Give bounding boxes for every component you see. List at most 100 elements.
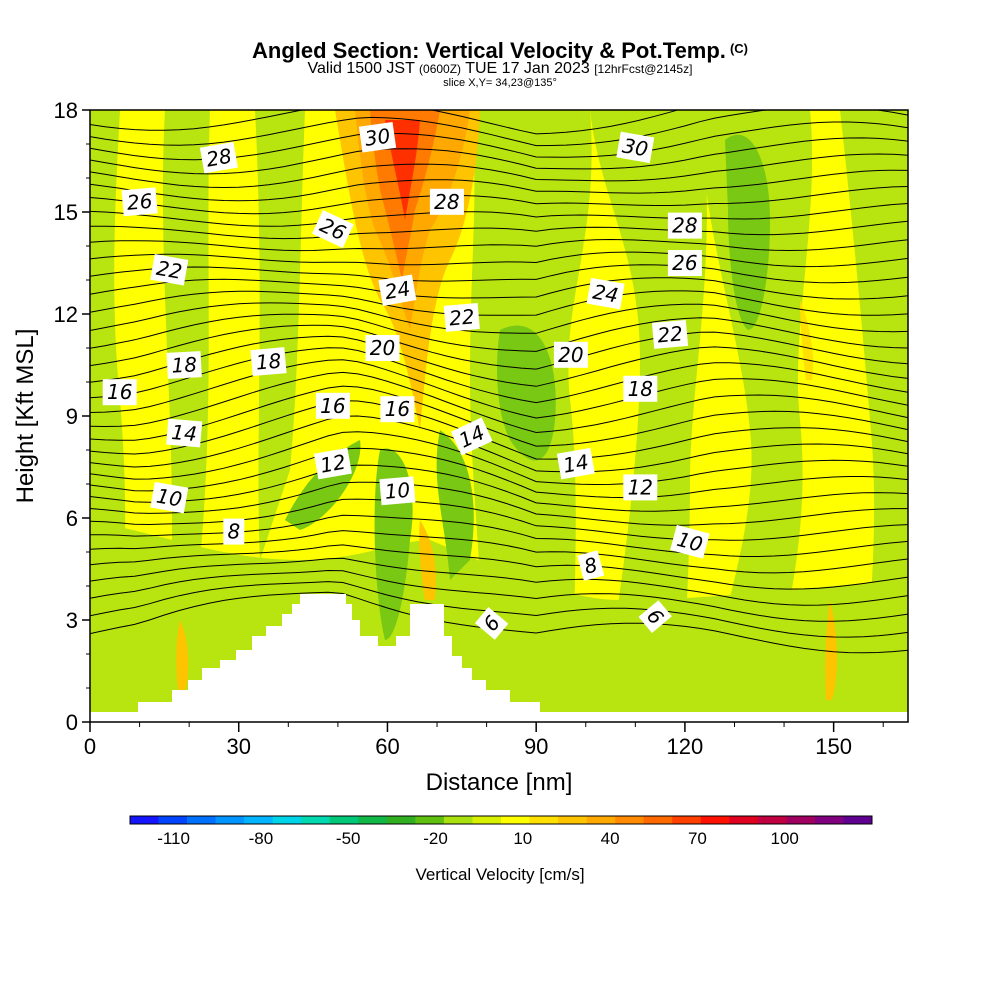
colorbar-swatch: [615, 816, 644, 824]
theta-contour-line: [90, 313, 908, 352]
contour-label-text: 18: [171, 352, 198, 377]
contour-label-text: 24: [383, 276, 412, 304]
theta-contour-line: [90, 359, 908, 419]
colorbar-label: 100: [771, 829, 799, 848]
contour-label-bg: [166, 351, 202, 379]
colorbar-label: -50: [336, 829, 361, 848]
contour-label-bg: [223, 518, 245, 545]
contour-label-text: 8: [227, 520, 240, 544]
contour-label-text: 8: [581, 552, 600, 578]
contour-label: 30: [616, 131, 655, 164]
contour-label-bg: [667, 212, 702, 239]
theta-contour-line: [90, 569, 908, 622]
x-tick-label: 120: [667, 734, 704, 759]
contour-label: 10: [150, 481, 189, 514]
contour-label-bg: [638, 600, 672, 633]
contour-label-bg: [250, 347, 287, 377]
contour-label-bg: [380, 396, 415, 423]
contour-label-bg: [586, 277, 625, 310]
contour-label: 12: [623, 474, 658, 501]
contour-label: 22: [150, 254, 189, 286]
contour-label-bg: [443, 302, 480, 332]
contour-label: 14: [166, 418, 203, 448]
velocity-core: [725, 134, 770, 330]
contour-label: 18: [166, 351, 202, 379]
contour-label-bg: [313, 447, 352, 480]
contour-label-text: 12: [318, 450, 347, 478]
velocity-updraft: [419, 520, 436, 600]
contour-label-bg: [166, 418, 203, 448]
x-axis: 0 30 60 90 120 150: [84, 722, 884, 759]
theta-contour-line: [90, 544, 908, 590]
contour-label-bg: [199, 141, 238, 174]
colorbar-title: Vertical Velocity [cm/s]: [415, 865, 584, 884]
colorbar-swatch: [786, 816, 816, 824]
contour-label-text: 16: [385, 397, 410, 421]
theta-contour-line: [90, 415, 908, 473]
contour-label-text: 22: [656, 321, 683, 347]
theta-contour-line: [90, 385, 908, 447]
contour-label-text: 14: [561, 450, 590, 478]
colorbar-swatch: [158, 816, 188, 824]
contour-label-bg: [311, 210, 354, 248]
colorbar-frame: [129, 815, 873, 825]
colorbar-label: -110: [157, 829, 190, 848]
contour-label: 12: [313, 447, 352, 480]
colorbar-swatch: [843, 816, 873, 824]
contour-label-bg: [102, 379, 137, 406]
contour-label: 22: [651, 319, 689, 349]
contour-label-bg: [623, 474, 658, 501]
contour-label-text: 22: [448, 304, 475, 330]
contour-label: 28: [429, 188, 464, 215]
contour-label: 22: [443, 302, 480, 332]
y-tick-label: 6: [66, 506, 78, 531]
theta-contour-line: [90, 238, 908, 252]
contour-label: 10: [670, 524, 710, 559]
contour-label-text: 14: [170, 420, 197, 446]
velocity-core: [436, 430, 474, 580]
colorbar-swatch: [358, 816, 388, 824]
colorbar-swatch: [272, 816, 302, 824]
contour-label: 24: [586, 277, 625, 310]
contour-label-bg: [474, 607, 509, 640]
subtitle-run: [12hrFcst@2145z]: [594, 62, 693, 76]
theta-contour-line: [90, 264, 908, 284]
contour-label: 30: [358, 121, 397, 153]
x-tick-label: 90: [524, 734, 548, 759]
contour-label: 18: [623, 375, 658, 402]
x-tick-label: 150: [815, 734, 852, 759]
theta-contour-line: [90, 110, 680, 135]
contour-label-text: 30: [621, 133, 650, 161]
theta-contour-line: [90, 335, 908, 387]
contour-label-text: 18: [255, 349, 282, 375]
theta-contour-line: [90, 169, 908, 202]
y-tick-label: 18: [54, 98, 78, 123]
subtitle-utc: (0600Z): [419, 62, 462, 76]
subtitle-date: TUE 17 Jan 2023: [465, 60, 590, 77]
contour-label: 24: [378, 274, 417, 306]
colorbar-swatch: [757, 816, 787, 824]
contour-label: 8: [577, 550, 605, 581]
contour-label-bg: [553, 341, 588, 368]
colorbar-label: -80: [249, 829, 274, 848]
contour-label-text: 12: [628, 475, 653, 499]
contour-label-bg: [556, 447, 595, 480]
contour-label-text: 10: [384, 478, 411, 504]
colorbar-swatch: [443, 816, 473, 824]
contour-label-bg: [150, 481, 189, 514]
contour-label-bg: [150, 254, 189, 286]
colorbar-label: 70: [688, 829, 707, 848]
slice-info: slice X,Y= 34,23@135°: [443, 77, 557, 89]
contour-label-text: 10: [155, 484, 184, 512]
contour-label-text: 20: [370, 336, 395, 360]
contour-label-text: 18: [628, 377, 653, 401]
theta-contour-line: [90, 347, 908, 404]
theta-contour-line: [90, 220, 908, 240]
colorbar-swatch: [586, 816, 616, 824]
contour-label-bg: [315, 392, 350, 419]
contour-label: 20: [553, 341, 588, 368]
contour-label-bg: [670, 524, 710, 559]
theta-contour-line: [90, 481, 908, 526]
theta-contour-line: [90, 431, 908, 486]
colorbar-label: 40: [601, 829, 620, 848]
